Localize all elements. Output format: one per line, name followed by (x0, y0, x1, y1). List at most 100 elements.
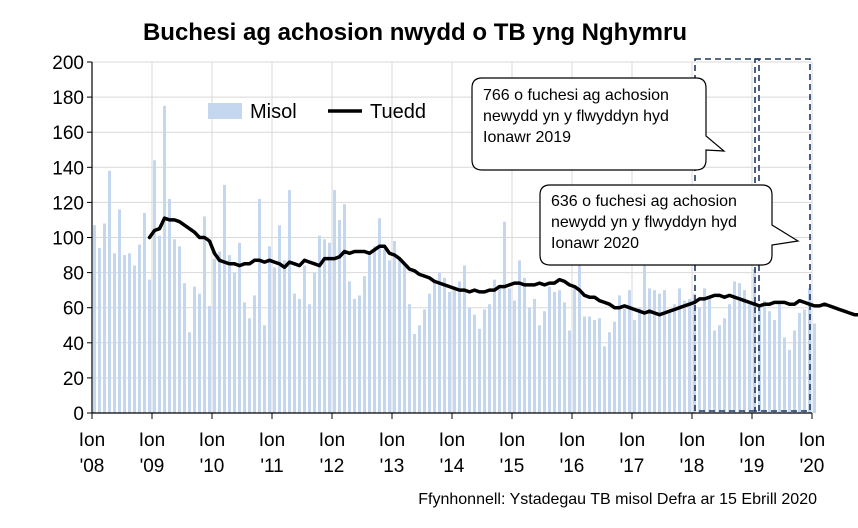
x-tick-label-month: Ion (79, 430, 105, 451)
bar (498, 284, 501, 413)
bar (113, 253, 116, 413)
bar (508, 288, 511, 413)
bar (358, 295, 361, 413)
bar (158, 235, 161, 413)
bar (343, 204, 346, 413)
bar-layer (93, 105, 816, 413)
bar (738, 283, 741, 413)
bar (548, 286, 551, 413)
bar (778, 304, 781, 413)
x-tick-label-year: '12 (320, 456, 345, 477)
bar (468, 307, 471, 413)
x-tick-label-year: '15 (500, 456, 525, 477)
bar (543, 311, 546, 413)
annotation-box-2020 (754, 58, 811, 412)
bar (483, 309, 486, 413)
bar (523, 277, 526, 413)
bar (803, 309, 806, 413)
bar (363, 276, 366, 413)
bar (168, 198, 171, 413)
bar (163, 105, 166, 413)
bar (478, 328, 481, 413)
x-tick-label-year: '13 (380, 456, 405, 477)
x-tick-label-year: '11 (260, 456, 283, 477)
y-tick-label: 120 (52, 193, 84, 214)
bar (128, 253, 131, 413)
bar (263, 325, 266, 413)
x-tick-label-month: Ion (559, 430, 585, 451)
bar (683, 300, 686, 413)
x-tick-label-month: Ion (679, 430, 705, 451)
bar (673, 304, 676, 413)
bar (238, 242, 241, 413)
bar (148, 279, 151, 413)
bar (388, 260, 391, 413)
callout-2019: 766 o fuchesi ag achosion newydd yn y fl… (471, 77, 726, 171)
bar (703, 288, 706, 413)
bar (813, 323, 816, 413)
bar (393, 241, 396, 413)
bar (613, 321, 616, 413)
x-tick-label-year: '09 (140, 456, 165, 477)
bar (608, 332, 611, 413)
x-tick-label-month: Ion (139, 430, 165, 451)
bar (198, 293, 201, 413)
trend-line (147, 216, 858, 317)
bar (193, 286, 196, 413)
legend-bars-swatch (208, 103, 242, 119)
callout-2020-bubble (539, 184, 800, 266)
bar (628, 290, 631, 413)
bar (633, 319, 636, 413)
bar (213, 258, 216, 413)
callout-2020: 636 o fuchesi ag achosion newydd yn y fl… (539, 184, 800, 266)
bar (373, 246, 376, 413)
bar (648, 288, 651, 413)
source-note: Ffynhonnell: Ystadegau TB misol Defra ar… (418, 491, 817, 508)
bar (663, 290, 666, 413)
bar (438, 272, 441, 413)
bar (658, 293, 661, 413)
x-tick-label-month: Ion (319, 430, 345, 451)
bar (378, 218, 381, 413)
y-tick-label: 100 (52, 229, 84, 250)
bar (528, 307, 531, 413)
callout-2019-line-3: Ionawr 2019 (483, 129, 571, 146)
bar (668, 312, 671, 413)
bar (713, 330, 716, 413)
bar (568, 330, 571, 413)
bar (433, 281, 436, 413)
bar (593, 319, 596, 413)
x-tick-label-year: '17 (620, 456, 645, 477)
bar (638, 307, 641, 413)
chart-title: Buchesi ag achosion nwydd o TB yng Nghym… (143, 19, 687, 46)
y-tick-label: 160 (52, 123, 84, 144)
bar (143, 212, 146, 413)
x-tick-label-month: Ion (739, 430, 765, 451)
bar (108, 170, 111, 413)
bar (123, 255, 126, 413)
bar (458, 281, 461, 413)
callout-2020-line-2: newydd yn y flwyddyn hyd (551, 214, 737, 231)
bar (788, 349, 791, 413)
bar (133, 265, 136, 413)
bar (618, 295, 621, 413)
bar (723, 318, 726, 413)
bar (423, 309, 426, 413)
bar (368, 255, 371, 413)
bar (698, 307, 701, 413)
bar (558, 290, 561, 413)
bar (763, 300, 766, 413)
legend-bars-label: Misol (250, 101, 297, 123)
bar (333, 190, 336, 413)
x-tick-label-month: Ion (259, 430, 285, 451)
x-tick-label-month: Ion (199, 430, 225, 451)
bar (443, 277, 446, 413)
bar (208, 305, 211, 413)
bar (288, 190, 291, 413)
x-tick-label-month: Ion (499, 430, 525, 451)
y-tick-label: 200 (52, 53, 84, 74)
bar (418, 325, 421, 413)
bar (503, 221, 506, 413)
bar (623, 307, 626, 413)
bar (313, 272, 316, 413)
